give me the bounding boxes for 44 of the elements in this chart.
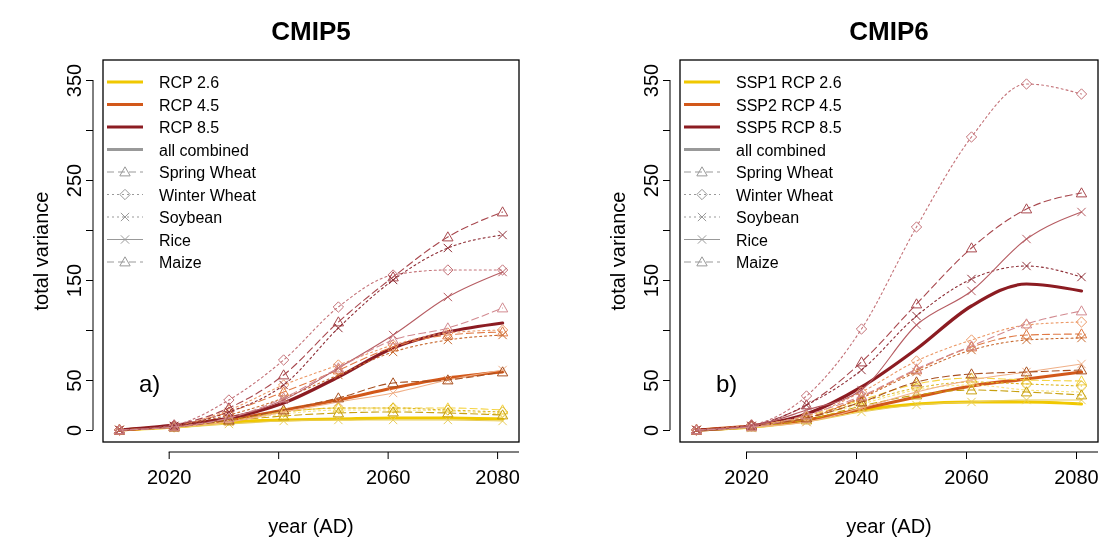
- x-tick-label: 2060: [365, 466, 411, 488]
- x-tick-label: 2080: [475, 466, 520, 488]
- x-tick-label: 2040: [256, 466, 301, 488]
- annotation: Soybean: [159, 209, 223, 226]
- legend-label: RCP 8.5: [159, 119, 220, 136]
- annotation: all combined: [159, 141, 249, 159]
- y-tick-label: 150: [640, 263, 662, 298]
- x-tick-label: 2040: [834, 466, 879, 488]
- x-tick-label: 2020: [724, 466, 769, 488]
- y-axis-title: total variance: [30, 191, 52, 311]
- chart-title: CMIP6: [849, 16, 929, 46]
- y-tick-label: 0: [63, 424, 85, 437]
- annotation: Maize: [159, 254, 202, 271]
- annotation: a): [139, 370, 161, 397]
- annotation: Winter Wheat: [159, 186, 257, 204]
- annotation: Winter Wheat: [736, 186, 834, 204]
- legend-label: RCP 2.6: [159, 74, 220, 91]
- y-tick-label: 150: [63, 263, 85, 298]
- y-tick-label: 350: [63, 63, 85, 98]
- annotation: b): [716, 370, 738, 397]
- x-axis-title: year (AD): [846, 515, 932, 537]
- legend-label: RCP 4.5: [159, 96, 220, 114]
- y-tick-label: 250: [63, 163, 85, 198]
- annotation: Maize: [736, 254, 779, 271]
- annotation: Rice: [159, 231, 192, 249]
- legend-label: SSP5 RCP 8.5: [736, 119, 842, 136]
- chart-title: CMIP5: [271, 16, 351, 46]
- annotation: Soybean: [736, 209, 800, 226]
- y-tick-label: 50: [640, 369, 662, 392]
- annotation: all combined: [736, 141, 826, 159]
- x-tick-label: 2020: [146, 466, 192, 488]
- legend-label: SSP2 RCP 4.5: [736, 96, 842, 114]
- x-axis-title: year (AD): [268, 515, 354, 537]
- annotation: Rice: [736, 231, 769, 249]
- x-tick-label: 2080: [1054, 466, 1099, 488]
- y-tick-label: 250: [640, 163, 662, 198]
- annotation: Spring Wheat: [159, 164, 257, 181]
- x-tick-label: 2060: [944, 466, 989, 488]
- y-axis-title: total variance: [607, 191, 629, 311]
- legend-label: SSP1 RCP 2.6: [736, 74, 842, 91]
- y-tick-label: 0: [640, 424, 662, 437]
- y-tick-label: 350: [640, 63, 662, 98]
- annotation: Spring Wheat: [736, 164, 834, 181]
- y-tick-label: 50: [63, 369, 85, 392]
